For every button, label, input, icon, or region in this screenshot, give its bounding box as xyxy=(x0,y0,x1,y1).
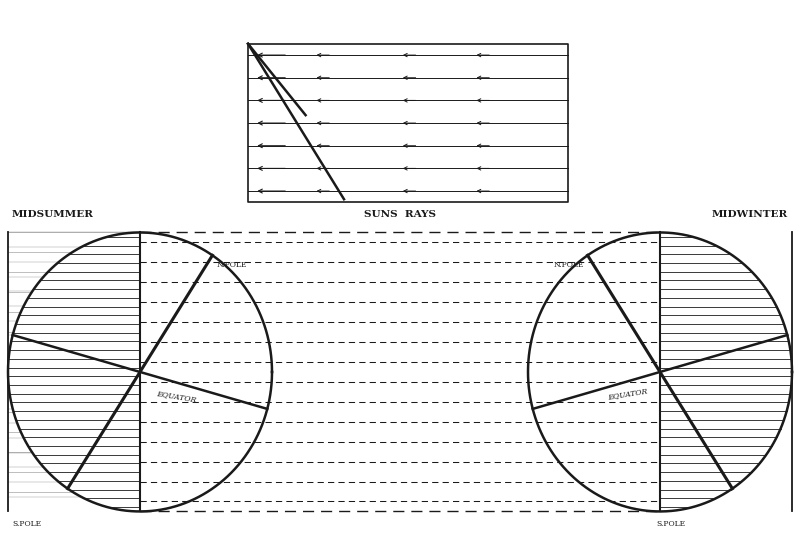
Text: N.POLE: N.POLE xyxy=(554,261,583,269)
Text: MIDWINTER: MIDWINTER xyxy=(712,210,788,219)
Text: S.POLE: S.POLE xyxy=(656,520,685,528)
Text: S.POLE: S.POLE xyxy=(12,520,41,528)
Text: N.POLE: N.POLE xyxy=(217,261,246,269)
Text: EQUATOR: EQUATOR xyxy=(156,389,197,404)
Bar xyxy=(248,44,568,202)
Text: SUNS  RAYS: SUNS RAYS xyxy=(364,210,436,219)
Text: EQUATOR: EQUATOR xyxy=(607,387,648,401)
Text: MIDSUMMER: MIDSUMMER xyxy=(12,210,94,219)
